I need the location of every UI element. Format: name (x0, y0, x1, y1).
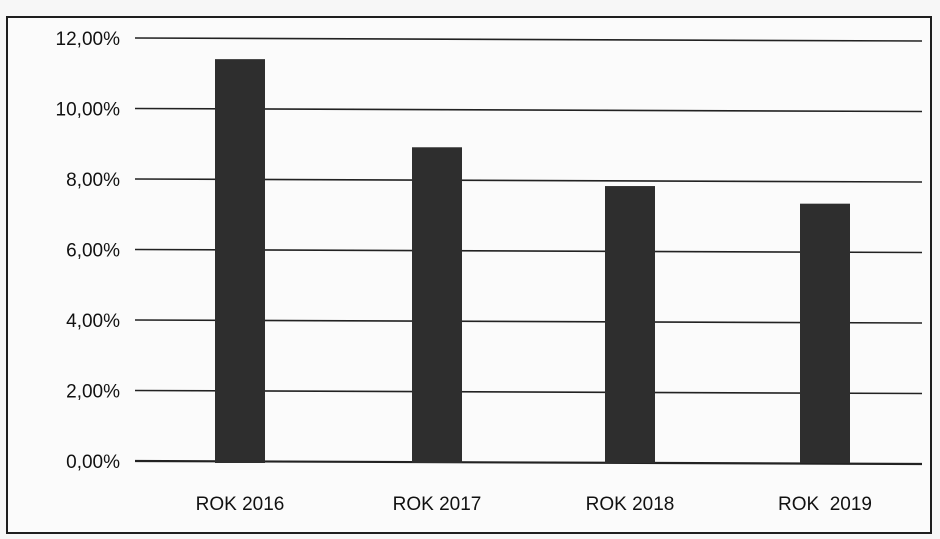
gridlines (134, 37, 923, 466)
bars (215, 59, 850, 464)
bar-2 (605, 186, 655, 464)
gridline-6 (134, 37, 923, 42)
y-tick-label-5: 10,00% (56, 100, 121, 121)
x-category-label-1: ROK 2017 (393, 494, 482, 515)
y-tick-label-0: 0,00% (66, 452, 120, 473)
x-category-label-0: ROK 2016 (196, 494, 285, 515)
y-axis-tick-labels: 0,00% 2,00% 4,00% 6,00% 8,00% 10,00% 12,00% (56, 29, 121, 473)
bar-0 (215, 59, 265, 464)
gridline-0 (134, 459, 923, 466)
y-tick-label-3: 6,00% (66, 241, 120, 262)
gridline-1 (134, 389, 923, 395)
bar-3 (800, 203, 850, 464)
x-category-label-3: ROK 2019 (778, 494, 872, 515)
y-tick-label-1: 2,00% (66, 382, 120, 403)
gridline-5 (134, 107, 923, 113)
x-axis-category-labels: ROK 2016 ROK 2017 ROK 2018 ROK 2019 (196, 494, 872, 515)
gridline-3 (134, 248, 923, 254)
y-tick-label-6: 12,00% (56, 29, 121, 50)
x-category-label-2: ROK 2018 (586, 494, 675, 515)
y-tick-label-4: 8,00% (66, 170, 120, 191)
chart-frame (6, 16, 932, 534)
gridline-2 (134, 319, 923, 324)
y-tick-label-2: 4,00% (66, 311, 120, 332)
gridline-4 (134, 178, 923, 183)
bar-1 (412, 147, 462, 463)
